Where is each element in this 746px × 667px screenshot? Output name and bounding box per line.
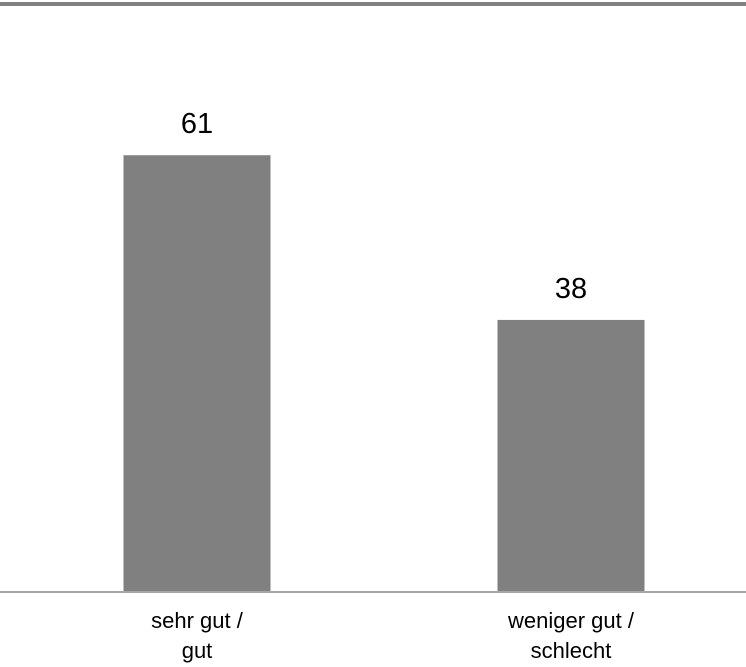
bars: [123, 155, 645, 593]
category-label-2-line-2: schlecht: [531, 638, 612, 663]
category-label-2-line-1: weniger gut /: [507, 608, 635, 633]
bar-2: [497, 319, 645, 592]
value-labels: 61 38: [181, 108, 587, 305]
category-label-1: sehr gut / gut: [151, 608, 244, 663]
value-label-2: 38: [555, 273, 587, 305]
category-label-1-line-1: sehr gut /: [151, 608, 244, 633]
category-labels: sehr gut / gut weniger gut / schlecht: [151, 608, 635, 663]
bar-1: [123, 155, 271, 593]
category-label-2: weniger gut / schlecht: [507, 608, 635, 663]
category-label-1-line-2: gut: [182, 638, 213, 663]
value-label-1: 61: [181, 108, 213, 140]
